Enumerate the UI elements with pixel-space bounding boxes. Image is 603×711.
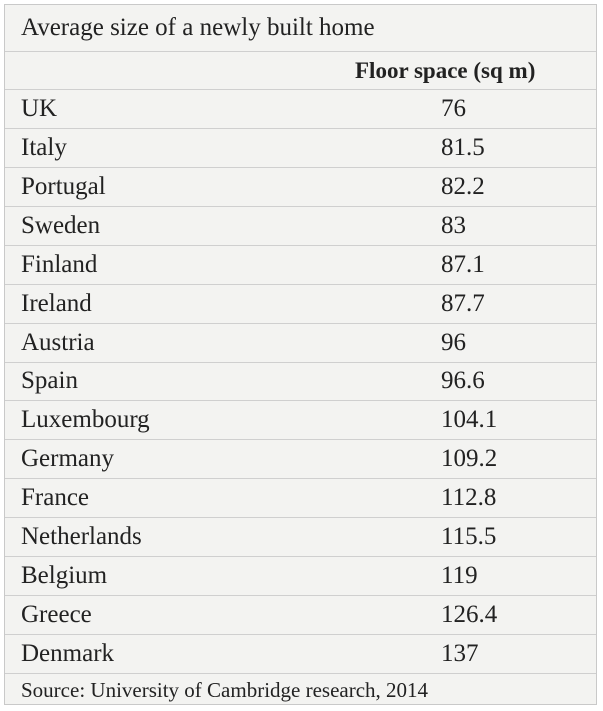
floor-space: 137: [441, 640, 479, 668]
table-title: Average size of a newly built home: [21, 14, 375, 41]
table-row: Spain 96.6: [5, 361, 596, 401]
floor-space: 83: [441, 211, 466, 239]
floor-space: 109.2: [441, 445, 498, 473]
floor-space: 87.7: [441, 289, 485, 317]
floor-space: 119: [441, 562, 478, 590]
table-row: UK 76: [5, 89, 596, 128]
country: Germany: [21, 445, 115, 473]
table-row: Germany 109.2: [5, 439, 596, 478]
floor-space: 96.6: [441, 367, 485, 395]
country: Belgium: [21, 562, 108, 590]
country: Austria: [21, 328, 95, 356]
floor-space: 81.5: [441, 133, 485, 161]
floor-space: 126.4: [441, 601, 498, 629]
table-row: Belgium 119: [5, 556, 596, 595]
table-row: Greece 126.4: [5, 595, 596, 634]
floor-space: 76: [441, 94, 466, 122]
country: Italy: [21, 133, 67, 161]
country: Portugal: [21, 172, 106, 200]
source-row: Source: University of Cambridge research…: [5, 673, 596, 706]
country: Spain: [21, 367, 78, 395]
table-row: Luxembourg 104.1: [5, 400, 596, 439]
table: Average size of a newly built home Floor…: [4, 4, 597, 705]
country: Sweden: [21, 211, 101, 239]
country: Luxembourg: [21, 406, 150, 434]
table-row: Sweden 83: [5, 205, 596, 245]
title-row: Average size of a newly built home: [5, 5, 596, 51]
table-row: Austria 96: [5, 322, 596, 362]
table-row: Italy 81.5: [5, 127, 596, 167]
floor-space: 112.8: [441, 484, 497, 512]
header-row: Floor space (sq m): [5, 51, 596, 89]
floor-space: 87.1: [441, 250, 485, 278]
floor-space: 96: [441, 328, 466, 356]
source: Source: University of Cambridge research…: [21, 677, 429, 702]
table-row: Netherlands 115.5: [5, 517, 596, 556]
table-row: France 112.8: [5, 478, 596, 517]
floor-space: 82.2: [441, 172, 485, 200]
country: Finland: [21, 250, 98, 278]
table-row: Finland 87.1: [5, 244, 596, 284]
table-row: Denmark 137: [5, 634, 596, 673]
table-row: Ireland 87.7: [5, 283, 596, 323]
floor-space: 115.5: [441, 523, 497, 551]
table-row: Portugal 82.2: [5, 166, 596, 206]
column-header: Floor space (sq m): [355, 57, 536, 83]
country: Ireland: [21, 289, 92, 317]
country: France: [21, 484, 90, 512]
floor-space: 104.1: [441, 406, 498, 434]
country: Denmark: [21, 640, 115, 668]
country: UK: [21, 94, 58, 122]
country: Netherlands: [21, 523, 142, 551]
country: Greece: [21, 601, 92, 629]
